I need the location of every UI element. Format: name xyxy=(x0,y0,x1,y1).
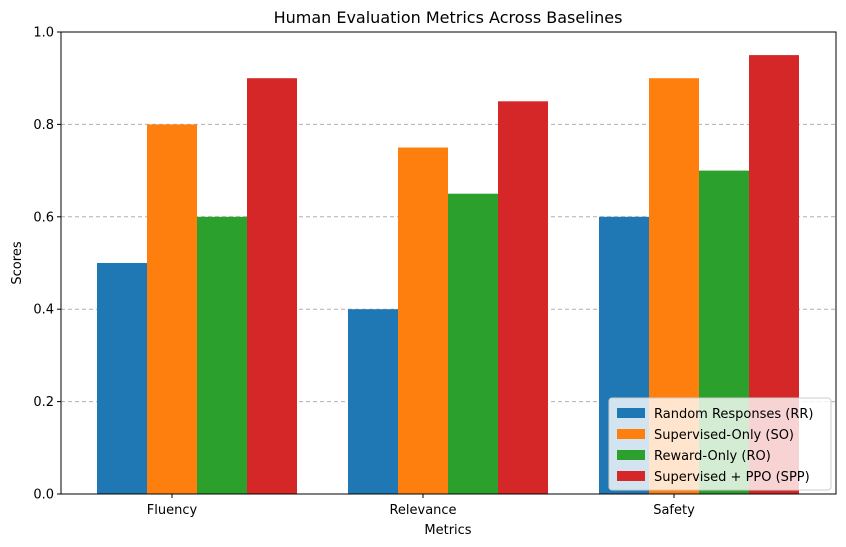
bar xyxy=(247,78,297,494)
bar xyxy=(498,101,548,495)
y-tick-label: 1.0 xyxy=(33,26,54,41)
bar xyxy=(147,124,197,495)
x-tick-label: Fluency xyxy=(147,503,198,518)
x-tick-label: Safety xyxy=(653,503,695,518)
y-tick-label: 0.2 xyxy=(33,395,54,410)
legend-label: Supervised-Only (SO) xyxy=(654,428,794,443)
legend: Random Responses (RR) Supervised-Only (SO… xyxy=(608,397,832,491)
plot-frame xyxy=(60,31,837,495)
y-tick-label: 0.8 xyxy=(33,118,54,133)
y-axis: 0.0 0.2 0.4 0.6 0.8 1.0 xyxy=(33,26,61,503)
bar xyxy=(348,309,398,494)
y-tick-label: 0.4 xyxy=(33,303,54,318)
legend-swatch xyxy=(617,471,645,481)
legend-label: Supervised + PPO (SPP) xyxy=(654,470,810,485)
x-axis-label: Metrics xyxy=(424,523,471,538)
legend-swatch xyxy=(617,429,645,439)
legend-swatch xyxy=(617,450,645,460)
bar xyxy=(97,263,147,494)
legend-swatch xyxy=(617,408,645,418)
bar xyxy=(398,147,448,494)
legend-box xyxy=(608,397,832,491)
x-tick-label: Relevance xyxy=(389,503,456,518)
chart-title: Human Evaluation Metrics Across Baseline… xyxy=(274,8,623,27)
y-axis-label: Scores xyxy=(10,241,25,284)
legend-label: Reward-Only (RO) xyxy=(654,449,771,464)
bar xyxy=(448,193,498,494)
legend-label: Random Responses (RR) xyxy=(654,407,814,422)
y-tick-label: 0.6 xyxy=(33,210,54,225)
x-axis: Fluency Relevance Safety xyxy=(147,494,695,518)
bar xyxy=(197,216,247,495)
y-tick-label: 0.0 xyxy=(33,488,54,503)
